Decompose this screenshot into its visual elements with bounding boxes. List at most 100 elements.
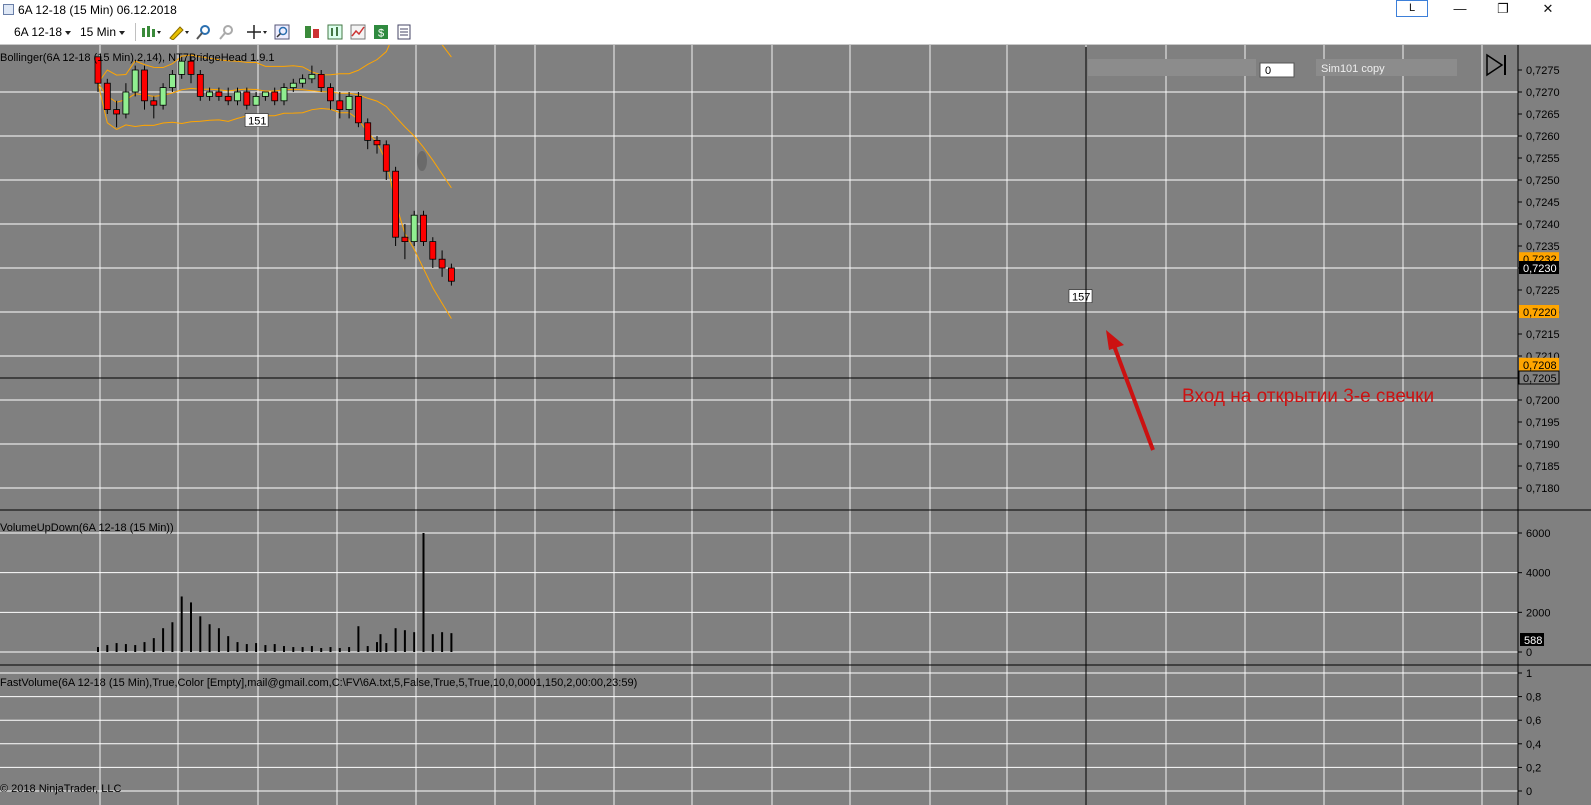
candle-up — [252, 96, 260, 106]
chevron-down-icon — [119, 30, 126, 35]
volume-tick-label: 4000 — [1526, 568, 1550, 580]
bar-type-icon[interactable] — [140, 24, 162, 40]
entry-arrow — [1106, 330, 1155, 451]
volume-tick-label: 2000 — [1526, 607, 1550, 619]
data-box-icon[interactable] — [304, 24, 320, 40]
zoom-out-icon[interactable] — [219, 24, 235, 40]
account-box[interactable] — [1316, 59, 1457, 76]
price-tag — [1519, 261, 1559, 274]
indicators-icon[interactable] — [327, 24, 343, 40]
candle-up — [131, 69, 139, 93]
order-bar — [1088, 59, 1256, 76]
price-tick-label: 0,7190 — [1526, 439, 1560, 451]
quantity-field[interactable] — [1259, 62, 1295, 78]
candle-up — [345, 96, 353, 111]
candle-down — [401, 236, 409, 242]
skip-to-end-icon[interactable] — [1484, 53, 1510, 77]
volume-bars — [97, 533, 453, 652]
drawing-pencil-icon[interactable] — [168, 24, 190, 40]
properties-icon[interactable] — [396, 24, 412, 40]
toolbar-divider — [135, 23, 136, 41]
candle-down — [382, 144, 390, 172]
dollar-icon[interactable]: $ — [373, 24, 389, 40]
price-tick-label: 0,7245 — [1526, 197, 1560, 209]
chart-grid — [0, 45, 1518, 805]
bollinger-upper-band — [97, 45, 452, 84]
candle-down — [187, 60, 195, 75]
candle-down — [327, 87, 334, 102]
fast-volume-label: FastVolume(6A 12-18 (15 Min),True,Color … — [0, 677, 637, 689]
price-tag-label: 0,7220 — [1523, 307, 1557, 319]
chart-area[interactable]: 151 157 Bollinger(6A 12-18 (15 Min),2,14)… — [0, 45, 1591, 805]
bar-count-label: 151 — [248, 116, 266, 128]
minimize-button[interactable]: — — [1453, 1, 1467, 16]
account-name: Sim101 copy — [1321, 63, 1385, 75]
chart-toolbar: 6A 12-18 15 Min $ — [0, 20, 1591, 45]
candle-down — [150, 100, 158, 106]
window-title: 6A 12-18 (15 Min) 06.12.2018 — [18, 3, 177, 17]
instrument-label: 6A 12-18 — [14, 25, 63, 39]
price-tick-label: 0,7250 — [1526, 175, 1560, 187]
price-tick-label: 0,7200 — [1526, 395, 1560, 407]
price-tick-label: 0,7260 — [1526, 131, 1560, 143]
volume-last-value: 588 — [1524, 635, 1542, 647]
price-tick-label: 0,7255 — [1526, 153, 1560, 165]
fast-volume-tick-label: 0 — [1526, 786, 1532, 798]
fast-volume-tick-label: 0,6 — [1526, 715, 1541, 727]
volume-axis: 6000 4000 2000 0 — [1518, 528, 1550, 659]
price-tick-label: 0,7215 — [1526, 329, 1560, 341]
volume-last-tag: 588 — [1520, 633, 1544, 647]
candle-up — [178, 60, 186, 75]
crosshair-icon[interactable] — [246, 24, 268, 40]
volume-panel: VolumeUpDown(6A 12-18 (15 Min)) — [0, 522, 453, 652]
bar-count-label: 157 — [1072, 292, 1090, 304]
bar-count-label-box — [244, 113, 269, 127]
candle-up — [122, 91, 130, 115]
entry-annotation: Вход на открытии 3-е свечки — [1182, 386, 1434, 407]
svg-text:$: $ — [378, 28, 384, 40]
candle-down — [317, 73, 325, 88]
interval-selector[interactable]: 15 Min — [80, 24, 126, 40]
fast-volume-panel: FastVolume(6A 12-18 (15 Min),True,Color … — [0, 677, 637, 689]
fast-volume-tick-label: 0,2 — [1526, 762, 1541, 774]
price-tag-label: 0,7208 — [1523, 360, 1557, 372]
price-tick-label: 0,7240 — [1526, 219, 1560, 231]
zoom-in-icon[interactable] — [196, 24, 212, 40]
price-tag-label: 0,7230 — [1523, 263, 1557, 275]
volume-panel-label: VolumeUpDown(6A 12-18 (15 Min)) — [0, 522, 174, 534]
candle-up — [308, 73, 316, 80]
close-button[interactable]: ✕ — [1542, 1, 1554, 16]
candle-down — [224, 96, 232, 102]
candle-up — [410, 214, 418, 242]
price-panel-label: Bollinger(6A 12-18 (15 Min),2,14), NT7Br… — [0, 52, 275, 64]
fast-volume-tick-label: 0,4 — [1526, 739, 1541, 751]
candle-down — [429, 241, 437, 260]
price-tag-label: 0,7205 — [1523, 373, 1557, 385]
price-tick-label: 0,7180 — [1526, 483, 1560, 495]
candle-down — [243, 91, 251, 106]
candle-down — [196, 73, 204, 97]
candle-down — [141, 69, 148, 102]
volume-tick-label: 6000 — [1526, 528, 1550, 540]
restore-button[interactable]: ❐ — [1497, 1, 1509, 16]
link-button[interactable]: L — [1396, 0, 1428, 17]
strategies-icon[interactable] — [350, 24, 366, 40]
price-tag — [1518, 370, 1560, 385]
fast-volume-axis: 1 0,8 0,6 0,4 0,2 0 — [1518, 668, 1541, 798]
candle-up — [289, 82, 297, 89]
fast-volume-tick-label: 1 — [1526, 668, 1532, 680]
candle-down — [447, 267, 455, 282]
candle-down — [94, 56, 102, 84]
copyright-label: © 2018 NinjaTrader, LLC — [0, 783, 121, 795]
price-tag — [1519, 305, 1559, 318]
app-chart-icon — [3, 4, 14, 15]
price-tick-label: 0,7195 — [1526, 417, 1560, 429]
magnify-icon[interactable] — [274, 24, 290, 40]
cursor-shadow — [417, 151, 427, 171]
price-tick-label: 0,7265 — [1526, 109, 1560, 121]
candle-up — [299, 78, 307, 84]
candlesticks — [94, 56, 455, 286]
instrument-selector[interactable]: 6A 12-18 — [14, 24, 72, 40]
candle-down — [392, 170, 400, 238]
